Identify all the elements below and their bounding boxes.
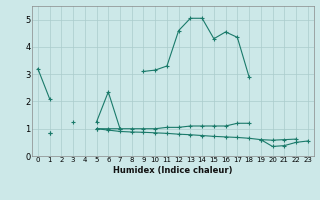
X-axis label: Humidex (Indice chaleur): Humidex (Indice chaleur)	[113, 166, 233, 175]
